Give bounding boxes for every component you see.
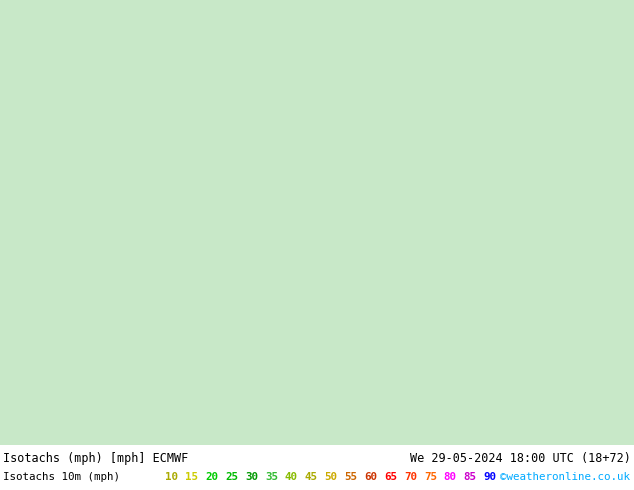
- Text: 85: 85: [463, 472, 477, 482]
- Text: 55: 55: [344, 472, 358, 482]
- Text: 90: 90: [484, 472, 496, 482]
- Text: 20: 20: [205, 472, 218, 482]
- Text: Isotachs (mph) [mph] ECMWF: Isotachs (mph) [mph] ECMWF: [3, 452, 188, 465]
- Text: 75: 75: [424, 472, 437, 482]
- Text: 25: 25: [225, 472, 238, 482]
- Text: 10: 10: [165, 472, 179, 482]
- Text: Isotachs 10m (mph): Isotachs 10m (mph): [3, 472, 120, 482]
- Text: 15: 15: [185, 472, 198, 482]
- Text: 65: 65: [384, 472, 397, 482]
- Text: 35: 35: [265, 472, 278, 482]
- Text: 30: 30: [245, 472, 258, 482]
- Text: 40: 40: [285, 472, 298, 482]
- Text: 70: 70: [404, 472, 417, 482]
- Text: 80: 80: [444, 472, 456, 482]
- Text: 50: 50: [325, 472, 337, 482]
- Text: We 29-05-2024 18:00 UTC (18+72): We 29-05-2024 18:00 UTC (18+72): [410, 452, 631, 465]
- Text: ©weatheronline.co.uk: ©weatheronline.co.uk: [500, 472, 630, 482]
- Text: 60: 60: [365, 472, 377, 482]
- Text: 45: 45: [304, 472, 318, 482]
